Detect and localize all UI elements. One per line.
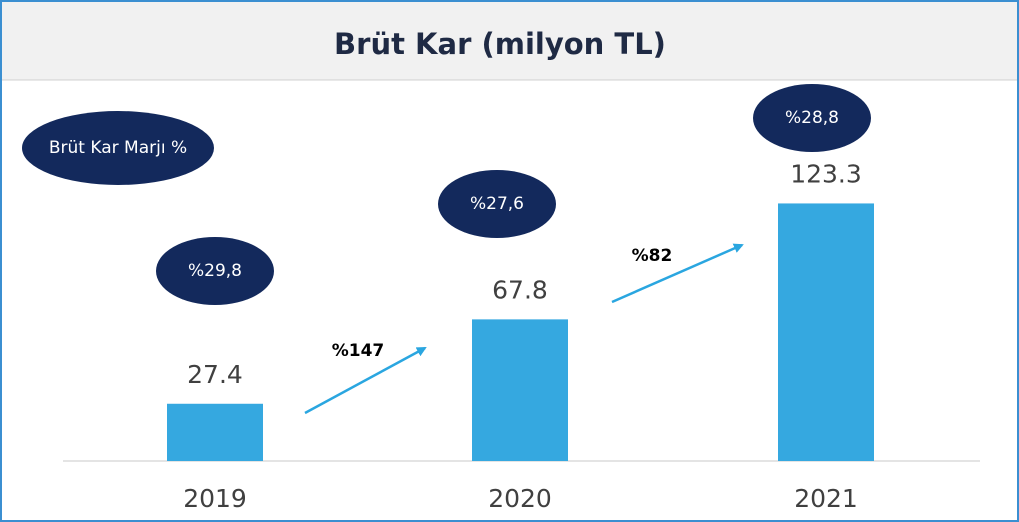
margin-label-box: %29,8 <box>187 260 242 281</box>
margin-label: %28,8 <box>784 107 839 128</box>
growth-arrows <box>304 243 744 415</box>
chart-title: Brüt Kar (milyon TL) <box>334 27 666 61</box>
bar <box>167 403 263 461</box>
value-label: 27.4 <box>187 360 243 389</box>
x-tick-label: 2021 <box>794 484 858 513</box>
margin-label: %29,8 <box>187 260 242 281</box>
x-tick-label: 2020 <box>488 484 552 513</box>
growth-arrow <box>611 243 744 304</box>
value-label: 67.8 <box>492 275 548 304</box>
margin-ellipse <box>438 170 556 238</box>
bar <box>778 203 874 461</box>
margin-label: Brüt Kar Marjı % <box>48 137 188 158</box>
margin-label-box: Brüt Kar Marjı % <box>48 137 188 158</box>
bar <box>472 319 568 461</box>
margin-ellipse <box>156 237 274 305</box>
value-label: 123.3 <box>790 159 862 188</box>
margin-ellipse <box>753 84 871 152</box>
growth-arrow <box>304 346 427 415</box>
margin-ellipse <box>22 111 214 185</box>
margin-label-box: %28,8 <box>784 107 839 128</box>
title-band <box>2 2 1017 80</box>
growth-label: %147 <box>332 341 385 361</box>
margin-label: %27,6 <box>469 193 524 214</box>
growth-label: %82 <box>632 246 673 266</box>
x-tick-label: 2019 <box>183 484 247 513</box>
margin-label-box: %27,6 <box>469 193 524 214</box>
